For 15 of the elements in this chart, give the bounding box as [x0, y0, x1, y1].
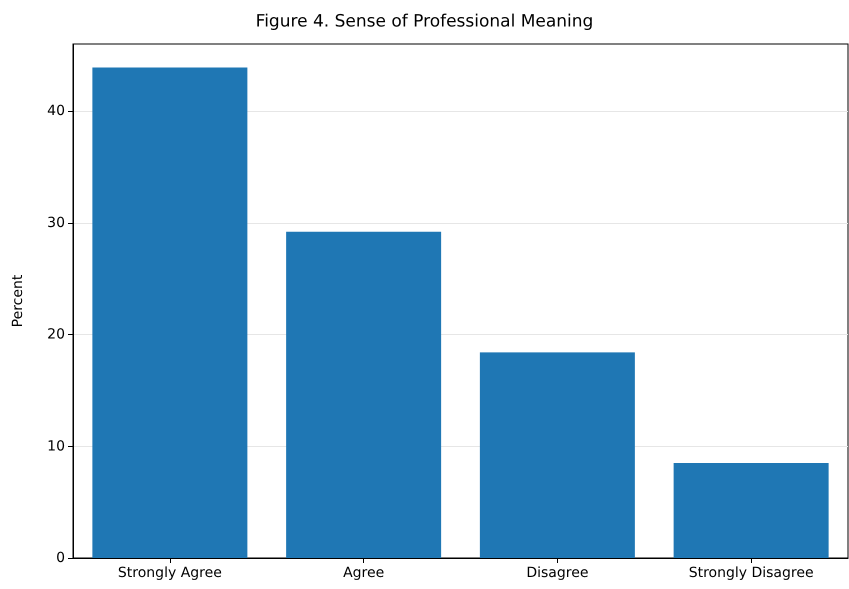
- x-tick-label: Strongly Agree: [118, 565, 222, 581]
- bar: [480, 352, 635, 558]
- x-tick-label: Disagree: [526, 565, 588, 581]
- y-tick-label: 30: [47, 214, 65, 231]
- y-axis-title: Percent: [10, 274, 26, 328]
- bar: [92, 67, 248, 558]
- bar: [286, 232, 442, 558]
- chart-title: Figure 4. Sense of Professional Meaning: [256, 12, 594, 32]
- x-tick-label: Strongly Disagree: [688, 565, 814, 581]
- y-tick-label: 40: [47, 103, 65, 120]
- x-tick-label: Agree: [343, 565, 384, 581]
- y-tick-label: 10: [47, 438, 65, 454]
- y-tick-label: 0: [56, 550, 65, 566]
- bar: [674, 463, 829, 558]
- y-tick-label: 20: [47, 326, 65, 343]
